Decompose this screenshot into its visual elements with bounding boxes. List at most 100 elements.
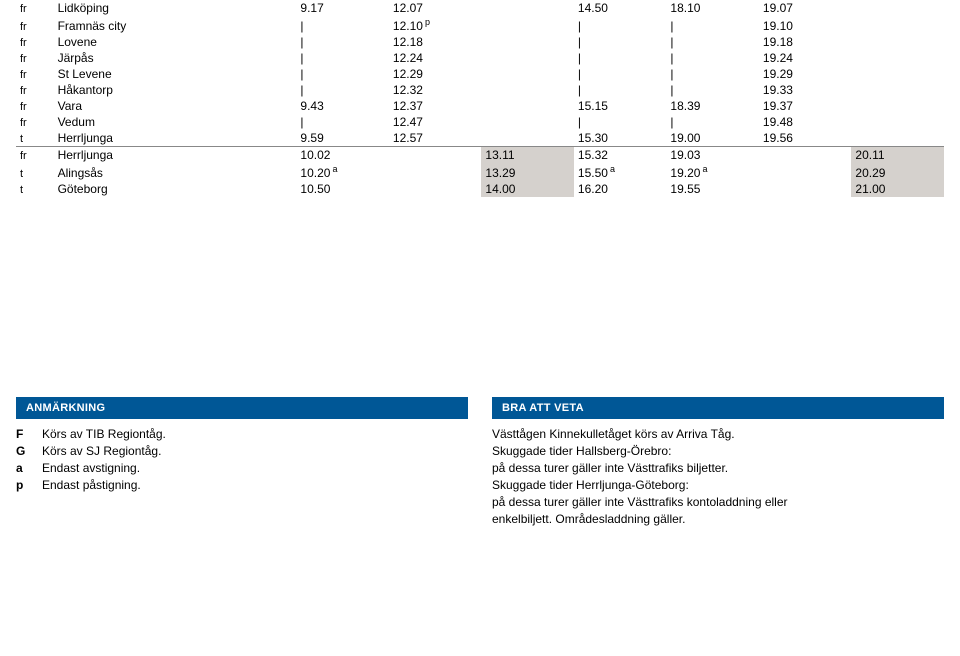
row-prefix: fr bbox=[16, 34, 54, 50]
cell: | bbox=[574, 66, 667, 82]
cell-shaded: 20.29 bbox=[851, 163, 944, 181]
cell: 14.50 bbox=[574, 0, 667, 16]
cell: 12.37 bbox=[389, 98, 482, 114]
cell bbox=[481, 82, 574, 98]
table-row: fr St Levene | 12.29 | | 19.29 bbox=[16, 66, 944, 82]
cell: | bbox=[666, 114, 759, 130]
station-name: Håkantorp bbox=[54, 82, 297, 98]
cell: 19.29 bbox=[759, 66, 852, 82]
legend-text: Körs av TIB Regiontåg. bbox=[42, 427, 166, 441]
legend-key: F bbox=[16, 427, 30, 441]
info-line: Västtågen Kinnekulletåget körs av Arriva… bbox=[492, 427, 944, 441]
cell bbox=[481, 0, 574, 16]
legend-text: Endast avstigning. bbox=[42, 461, 140, 475]
row-prefix: fr bbox=[16, 50, 54, 66]
cell bbox=[851, 16, 944, 34]
cell: 19.18 bbox=[759, 34, 852, 50]
cell: 12.24 bbox=[389, 50, 482, 66]
cell: | bbox=[666, 16, 759, 34]
cell: 18.39 bbox=[666, 98, 759, 114]
footer-panels: ANMÄRKNING F Körs av TIB Regiontåg. G Kö… bbox=[16, 397, 944, 529]
cell: | bbox=[296, 82, 389, 98]
station-name: Göteborg bbox=[54, 181, 297, 197]
timetable: fr Lidköping 9.17 12.07 14.50 18.10 19.0… bbox=[16, 0, 944, 197]
station-name: Vedum bbox=[54, 114, 297, 130]
info-line: på dessa turer gäller inte Västtrafiks b… bbox=[492, 461, 944, 475]
cell bbox=[851, 82, 944, 98]
station-name: St Levene bbox=[54, 66, 297, 82]
station-name: Alingsås bbox=[54, 163, 297, 181]
cell bbox=[851, 130, 944, 147]
row-prefix: fr bbox=[16, 16, 54, 34]
bra-att-veta-panel: BRA ATT VETA Västtågen Kinnekulletåget k… bbox=[492, 397, 944, 529]
cell: 12.57 bbox=[389, 130, 482, 147]
cell: | bbox=[574, 82, 667, 98]
station-name: Herrljunga bbox=[54, 130, 297, 147]
cell: 15.32 bbox=[574, 147, 667, 164]
row-prefix: t bbox=[16, 163, 54, 181]
cell: 19.03 bbox=[666, 147, 759, 164]
cell: | bbox=[574, 16, 667, 34]
cell: 15.15 bbox=[574, 98, 667, 114]
table-row: fr Vara 9.43 12.37 15.15 18.39 19.37 bbox=[16, 98, 944, 114]
station-name: Vara bbox=[54, 98, 297, 114]
cell: | bbox=[296, 16, 389, 34]
station-name: Herrljunga bbox=[54, 147, 297, 164]
cell-shaded: 14.00 bbox=[481, 181, 574, 197]
table-row: t Alingsås 10.20a 13.29 15.50a 19.20a 20… bbox=[16, 163, 944, 181]
legend-row: F Körs av TIB Regiontåg. bbox=[16, 427, 468, 441]
row-prefix: t bbox=[16, 130, 54, 147]
cell: 10.50 bbox=[296, 181, 389, 197]
row-prefix: fr bbox=[16, 82, 54, 98]
cell: 19.56 bbox=[759, 130, 852, 147]
table-row: fr Framnäs city | 12.10p | | 19.10 bbox=[16, 16, 944, 34]
cell: | bbox=[666, 50, 759, 66]
bra-att-veta-header: BRA ATT VETA bbox=[492, 397, 944, 419]
cell bbox=[481, 114, 574, 130]
cell: 9.59 bbox=[296, 130, 389, 147]
cell bbox=[481, 98, 574, 114]
cell: | bbox=[296, 34, 389, 50]
cell bbox=[851, 66, 944, 82]
cell: 19.00 bbox=[666, 130, 759, 147]
cell-shaded: 13.11 bbox=[481, 147, 574, 164]
cell-shaded: 20.11 bbox=[851, 147, 944, 164]
cell bbox=[851, 34, 944, 50]
cell-shaded: 21.00 bbox=[851, 181, 944, 197]
cell: | bbox=[666, 34, 759, 50]
cell: | bbox=[296, 50, 389, 66]
cell bbox=[389, 147, 482, 164]
cell: | bbox=[574, 34, 667, 50]
row-prefix: fr bbox=[16, 0, 54, 16]
cell: 10.02 bbox=[296, 147, 389, 164]
info-line: på dessa turer gäller inte Västtrafiks k… bbox=[492, 495, 944, 509]
row-prefix: fr bbox=[16, 114, 54, 130]
cell: | bbox=[666, 66, 759, 82]
cell bbox=[481, 50, 574, 66]
row-prefix: fr bbox=[16, 98, 54, 114]
cell: 12.07 bbox=[389, 0, 482, 16]
cell bbox=[851, 50, 944, 66]
table-row: t Göteborg 10.50 14.00 16.20 19.55 21.00 bbox=[16, 181, 944, 197]
cell bbox=[481, 66, 574, 82]
cell: 19.20a bbox=[666, 163, 759, 181]
cell: 15.50a bbox=[574, 163, 667, 181]
cell bbox=[481, 34, 574, 50]
cell: 9.43 bbox=[296, 98, 389, 114]
station-name: Lovene bbox=[54, 34, 297, 50]
legend-key: a bbox=[16, 461, 30, 475]
cell: 19.24 bbox=[759, 50, 852, 66]
legend-row: a Endast avstigning. bbox=[16, 461, 468, 475]
cell bbox=[759, 163, 852, 181]
table-row: fr Lidköping 9.17 12.07 14.50 18.10 19.0… bbox=[16, 0, 944, 16]
legend-text: Körs av SJ Regiontåg. bbox=[42, 444, 161, 458]
cell: 12.18 bbox=[389, 34, 482, 50]
cell: 19.33 bbox=[759, 82, 852, 98]
cell: | bbox=[574, 50, 667, 66]
station-name: Järpås bbox=[54, 50, 297, 66]
cell: 9.17 bbox=[296, 0, 389, 16]
station-name: Framnäs city bbox=[54, 16, 297, 34]
legend-row: p Endast påstigning. bbox=[16, 478, 468, 492]
legend-text: Endast påstigning. bbox=[42, 478, 141, 492]
station-name: Lidköping bbox=[54, 0, 297, 16]
